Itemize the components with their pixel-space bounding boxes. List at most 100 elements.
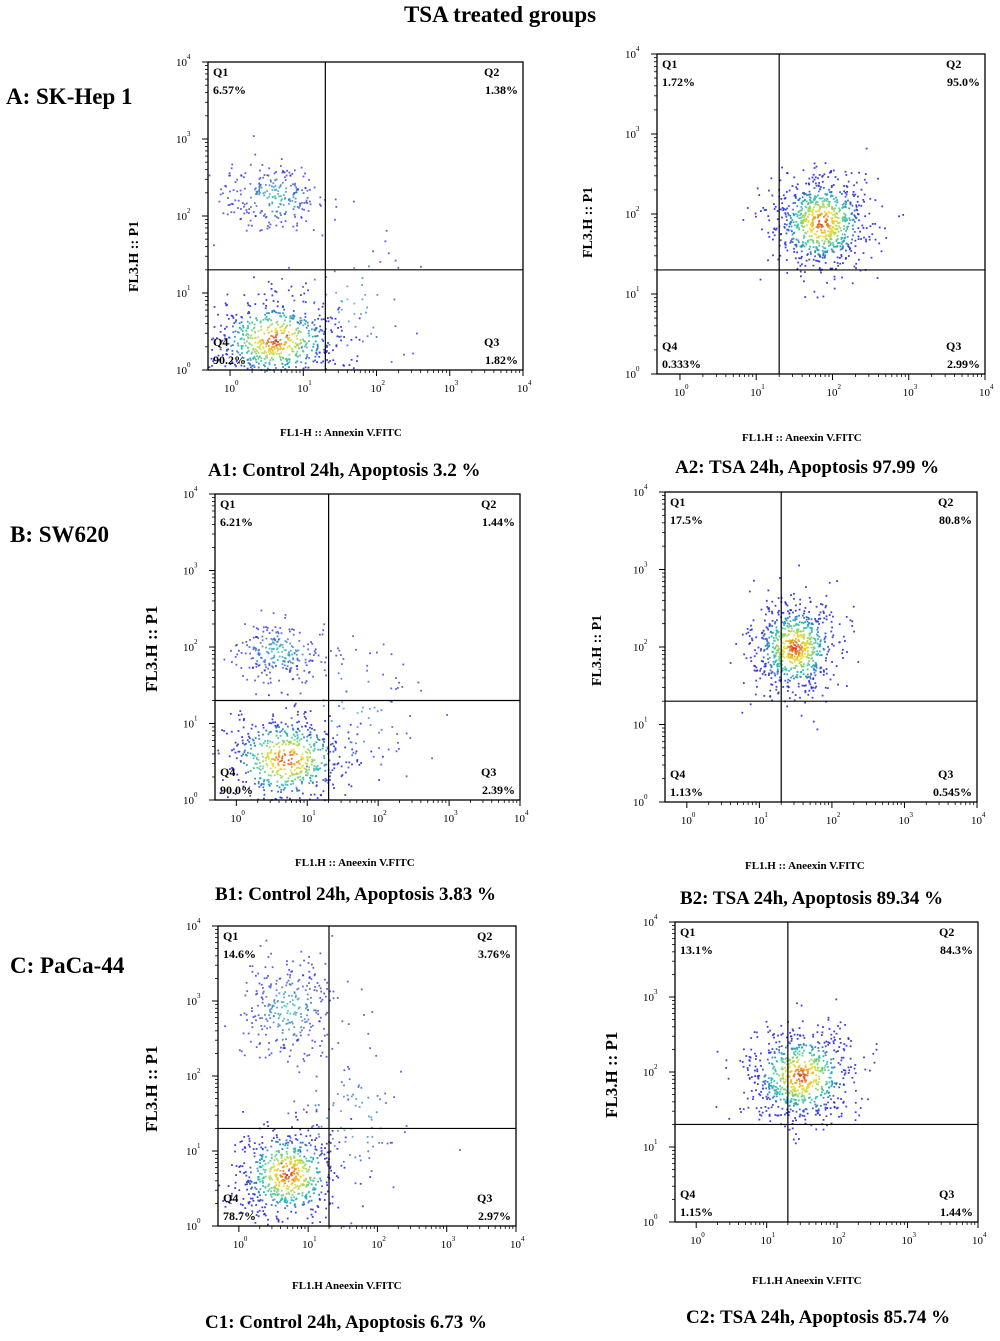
cell-event-dot <box>320 361 323 364</box>
cell-event-dot <box>280 768 283 771</box>
cell-event-dot <box>759 1059 761 1062</box>
cell-event-dot <box>288 654 291 657</box>
cell-event-dot <box>809 200 812 202</box>
cell-event-dot <box>277 1163 279 1166</box>
cell-event-dot <box>835 225 838 227</box>
cell-event-dot <box>300 770 303 772</box>
cell-event-dot <box>820 271 822 274</box>
cell-event-dot <box>275 757 278 759</box>
cell-event-dot <box>854 251 856 254</box>
cell-event-dot <box>390 361 393 363</box>
cell-event-dot <box>288 659 291 662</box>
cell-event-dot <box>258 191 261 194</box>
cell-event-dot <box>804 214 806 217</box>
cell-event-dot <box>309 1144 312 1147</box>
cell-event-dot <box>830 228 833 231</box>
cell-event-dot <box>230 649 232 652</box>
flow-plot-a2: 100 101 102 103 104100101102103104Q11.72%Q29… <box>625 45 994 399</box>
cell-event-dot <box>252 1016 255 1018</box>
cell-event-dot <box>823 637 826 639</box>
cell-event-dot <box>249 744 252 746</box>
cell-event-dot <box>292 208 295 210</box>
cell-event-dot <box>316 797 319 799</box>
cell-event-dot <box>803 648 806 651</box>
cell-event-dot <box>349 723 352 726</box>
cell-event-dot <box>274 339 277 342</box>
cell-event-dot <box>295 1198 297 1201</box>
cell-event-dot <box>252 1199 255 1202</box>
cell-event-dot <box>772 642 774 645</box>
cell-event-dot <box>277 1023 280 1026</box>
cell-event-dot <box>304 1163 307 1166</box>
cell-event-dot <box>852 228 854 231</box>
cell-event-dot <box>308 743 311 746</box>
cell-event-dot <box>313 650 316 653</box>
cell-event-dot <box>299 1141 302 1144</box>
cell-event-dot <box>306 197 309 199</box>
cell-event-dot <box>280 776 283 779</box>
cell-event-dot <box>233 772 235 775</box>
cell-event-dot <box>835 245 838 248</box>
cell-event-dot <box>246 320 249 323</box>
cell-event-dot <box>243 1146 246 1148</box>
cell-event-dot <box>824 231 826 234</box>
cell-event-dot <box>246 302 249 304</box>
cell-event-dot <box>239 354 241 356</box>
cell-event-dot <box>800 250 803 253</box>
cell-event-dot <box>759 278 762 281</box>
cell-event-dot <box>249 770 252 772</box>
cell-event-dot <box>788 625 791 628</box>
cell-event-dot <box>327 317 329 319</box>
cell-event-dot <box>799 598 802 601</box>
cell-event-dot <box>272 763 274 766</box>
cell-event-dot <box>318 1198 321 1200</box>
cell-event-dot <box>836 228 839 231</box>
cell-event-dot <box>823 211 826 213</box>
cell-event-dot <box>293 1165 296 1168</box>
cell-event-dot <box>262 990 265 993</box>
cell-event-dot <box>268 663 271 666</box>
cell-event-dot <box>777 691 780 694</box>
cell-event-dot <box>809 201 812 204</box>
cell-event-dot <box>817 249 820 252</box>
cell-event-dot <box>771 683 774 686</box>
cell-event-dot <box>284 723 287 725</box>
cell-event-dot <box>299 1150 302 1153</box>
cell-event-dot <box>803 1095 805 1097</box>
cell-event-dot <box>295 191 298 193</box>
plot-frame-b1 <box>214 493 521 801</box>
cell-event-dot <box>814 1113 817 1116</box>
y-tick-label: 102 <box>186 1067 201 1083</box>
cell-event-dot <box>278 186 281 189</box>
cell-event-dot <box>862 227 865 229</box>
cell-event-dot <box>276 305 279 308</box>
cell-event-dot <box>344 746 347 749</box>
cell-event-dot <box>284 358 287 361</box>
cell-event-dot <box>370 1116 373 1119</box>
cell-event-dot <box>790 217 792 219</box>
cell-event-dot <box>227 204 230 206</box>
cell-event-dot <box>250 344 253 347</box>
cell-event-dot <box>854 1064 857 1066</box>
cell-event-dot <box>238 718 241 721</box>
cell-event-dot <box>228 336 231 339</box>
cell-event-dot <box>333 745 335 748</box>
cell-event-dot <box>325 1207 328 1210</box>
cell-event-dot <box>794 644 797 647</box>
cell-event-dot <box>275 726 277 729</box>
x-tick-label: 104 <box>517 379 532 395</box>
cell-event-dot <box>841 247 844 250</box>
cell-event-dot <box>260 1173 263 1175</box>
cell-event-dot <box>263 977 266 980</box>
cell-event-dot <box>305 220 308 223</box>
cell-event-dot <box>272 1021 275 1024</box>
cell-event-dot <box>812 1107 814 1110</box>
cell-event-dot <box>263 669 266 672</box>
cell-event-dot <box>292 1043 294 1046</box>
cell-event-dot <box>806 620 809 623</box>
cell-event-dot <box>816 654 819 656</box>
cell-event-dot <box>816 650 818 653</box>
cell-event-dot <box>323 757 326 760</box>
cell-event-dot <box>302 1183 304 1186</box>
cell-event-dot <box>319 767 322 770</box>
